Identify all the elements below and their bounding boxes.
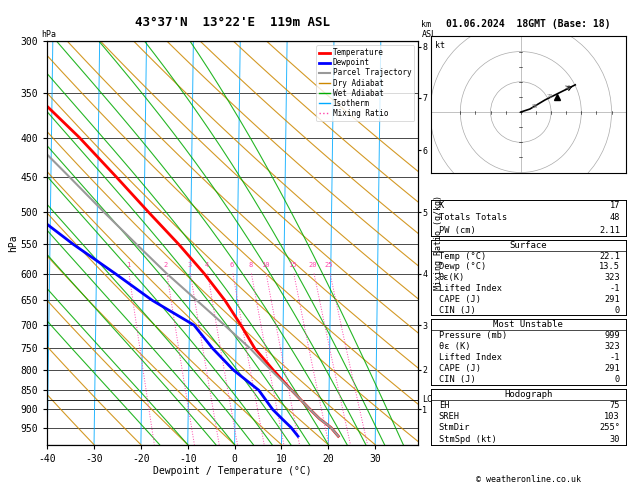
Text: 323: 323 — [604, 273, 620, 282]
Text: 103: 103 — [604, 412, 620, 421]
Text: Totals Totals: Totals Totals — [438, 213, 507, 223]
Text: StmDir: StmDir — [438, 423, 470, 433]
Text: 17: 17 — [610, 201, 620, 210]
Text: Mixing Ratio (g/kg): Mixing Ratio (g/kg) — [434, 195, 443, 291]
Text: 323: 323 — [604, 342, 620, 351]
Text: Temp (°C): Temp (°C) — [438, 252, 486, 260]
Text: EH: EH — [438, 401, 449, 410]
Text: © weatheronline.co.uk: © weatheronline.co.uk — [476, 474, 581, 484]
Text: 13.5: 13.5 — [599, 262, 620, 272]
Text: 0: 0 — [615, 375, 620, 384]
Text: -1: -1 — [610, 353, 620, 362]
Text: 01.06.2024  18GMT (Base: 18): 01.06.2024 18GMT (Base: 18) — [446, 19, 611, 29]
Text: 2: 2 — [164, 262, 168, 268]
Text: 25: 25 — [325, 262, 333, 268]
Text: CIN (J): CIN (J) — [438, 306, 476, 314]
Text: 20: 20 — [309, 262, 317, 268]
Text: 10: 10 — [261, 262, 269, 268]
Text: 15: 15 — [289, 262, 297, 268]
Text: θε(K): θε(K) — [438, 273, 465, 282]
Text: 48: 48 — [610, 213, 620, 223]
Text: StmSpd (kt): StmSpd (kt) — [438, 434, 496, 444]
Text: LCL: LCL — [422, 396, 437, 404]
Text: 291: 291 — [604, 364, 620, 373]
Text: 2.11: 2.11 — [599, 226, 620, 235]
Text: CIN (J): CIN (J) — [438, 375, 476, 384]
Text: 4: 4 — [204, 262, 209, 268]
Text: Lifted Index: Lifted Index — [438, 284, 502, 293]
Text: θε (K): θε (K) — [438, 342, 470, 351]
Text: Lifted Index: Lifted Index — [438, 353, 502, 362]
Text: Most Unstable: Most Unstable — [493, 320, 564, 330]
Text: Surface: Surface — [509, 241, 547, 250]
Text: Pressure (mb): Pressure (mb) — [438, 331, 507, 340]
Legend: Temperature, Dewpoint, Parcel Trajectory, Dry Adiabat, Wet Adiabat, Isotherm, Mi: Temperature, Dewpoint, Parcel Trajectory… — [316, 45, 415, 121]
Text: 50: 50 — [565, 86, 571, 90]
Text: kt: kt — [435, 40, 445, 50]
Text: 8: 8 — [248, 262, 252, 268]
X-axis label: Dewpoint / Temperature (°C): Dewpoint / Temperature (°C) — [153, 467, 312, 476]
Text: 1: 1 — [126, 262, 130, 268]
Text: 999: 999 — [604, 331, 620, 340]
Text: PW (cm): PW (cm) — [438, 226, 476, 235]
Text: 291: 291 — [604, 295, 620, 304]
Text: 3: 3 — [187, 262, 192, 268]
Text: -1: -1 — [610, 284, 620, 293]
Text: km
ASL: km ASL — [421, 20, 437, 39]
Text: CAPE (J): CAPE (J) — [438, 295, 481, 304]
Text: hPa: hPa — [41, 30, 56, 39]
Text: 43°37'N  13°22'E  119m ASL: 43°37'N 13°22'E 119m ASL — [135, 16, 330, 29]
Text: 22.1: 22.1 — [599, 252, 620, 260]
Text: Dewp (°C): Dewp (°C) — [438, 262, 486, 272]
Text: 70: 70 — [547, 94, 553, 100]
Text: CAPE (J): CAPE (J) — [438, 364, 481, 373]
Y-axis label: hPa: hPa — [8, 234, 18, 252]
Text: 6: 6 — [230, 262, 234, 268]
Text: 75: 75 — [610, 401, 620, 410]
Text: 0: 0 — [615, 306, 620, 314]
Text: 85: 85 — [532, 104, 538, 108]
Text: K: K — [438, 201, 444, 210]
Text: 30: 30 — [610, 434, 620, 444]
Text: SREH: SREH — [438, 412, 460, 421]
Text: 255°: 255° — [599, 423, 620, 433]
Text: Hodograph: Hodograph — [504, 390, 552, 399]
